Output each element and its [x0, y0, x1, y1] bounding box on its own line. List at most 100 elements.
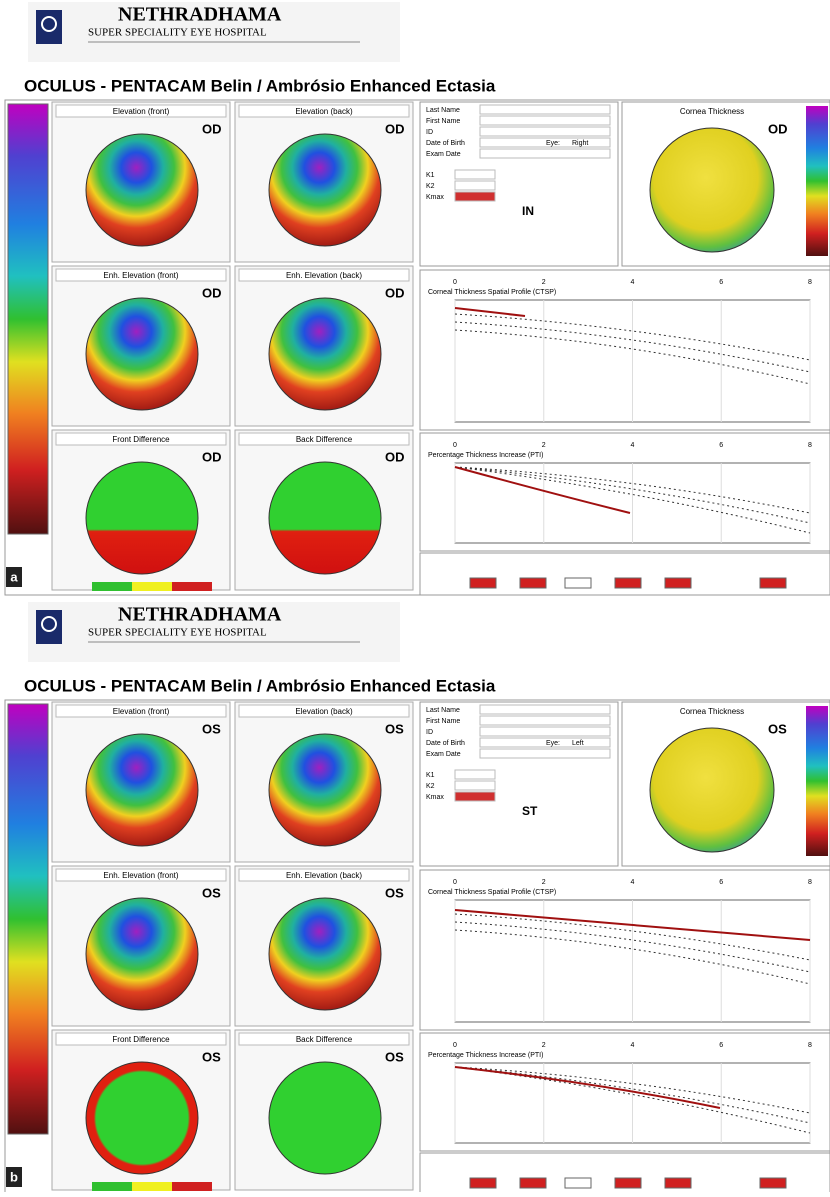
x-tick-label: 8 [808, 879, 812, 886]
screenshot: NETHRADHAMASUPER SPECIALITY EYE HOSPITAL… [0, 0, 830, 1192]
d-value [520, 578, 546, 588]
map-title: Back Difference [296, 435, 353, 444]
hospital-subtitle: SUPER SPECIALITY EYE HOSPITAL [88, 27, 267, 39]
legend-suspect [132, 582, 172, 591]
graph-card [420, 1033, 830, 1151]
hospital-name: NETHRADHAMA [118, 604, 282, 626]
map-title: Enh. Elevation (back) [286, 871, 362, 880]
map-title: Elevation (front) [113, 107, 170, 116]
eye-label: OD [768, 121, 788, 136]
hospital-name: NETHRADHAMA [118, 4, 282, 26]
field-value [480, 149, 610, 158]
x-tick-label: 6 [719, 879, 723, 886]
legend-normal [92, 582, 132, 591]
eye-label: OS [385, 721, 404, 736]
x-tick-label: 4 [631, 879, 635, 886]
field-value [480, 705, 610, 714]
x-tick-label: 6 [719, 279, 723, 286]
legend-abnormal [172, 1182, 212, 1191]
map-title: Elevation (back) [295, 707, 353, 716]
logo [36, 610, 62, 644]
k-value [455, 781, 495, 790]
eye-field-value: Left [572, 740, 584, 747]
report-title: OCULUS - PENTACAM Belin / Ambrósio Enhan… [24, 676, 496, 695]
field-label: Date of Birth [426, 140, 465, 147]
field-label: First Name [426, 718, 460, 725]
eye-label: OD [385, 449, 405, 464]
x-tick-label: 0 [453, 442, 457, 449]
legend-suspect [132, 1182, 172, 1191]
field-label: Exam Date [426, 751, 461, 758]
eye-label: OD [202, 121, 222, 136]
field-label: First Name [426, 118, 460, 125]
legend-abnormal [172, 582, 212, 591]
elevation-map [269, 898, 381, 1010]
k-label: K2 [426, 783, 435, 790]
d-value [565, 578, 591, 588]
thickness-scale [806, 706, 828, 856]
color-scale [8, 704, 48, 1134]
k-value [455, 770, 495, 779]
x-tick-label: 4 [631, 442, 635, 449]
eye-label: OS [385, 1049, 404, 1064]
graph-title: Corneal Thickness Spatial Profile (CTSP) [428, 289, 556, 296]
d-value [665, 578, 691, 588]
field-label: ID [426, 129, 433, 136]
d-value [470, 578, 496, 588]
elevation-map [86, 734, 198, 846]
x-tick-label: 2 [542, 279, 546, 286]
x-tick-label: 4 [631, 1042, 635, 1049]
field-value [480, 116, 610, 125]
field-value [480, 716, 610, 725]
d-value [760, 578, 786, 588]
x-tick-label: 2 [542, 442, 546, 449]
panel-label: b [10, 1169, 18, 1184]
elevation-map [86, 1062, 198, 1174]
x-tick-label: 8 [808, 1042, 812, 1049]
graph-card [420, 433, 830, 551]
map-title: Enh. Elevation (back) [286, 271, 362, 280]
eye-label: OS [202, 721, 221, 736]
elevation-map [86, 898, 198, 1010]
d-value [665, 1178, 691, 1188]
thickness-map [650, 128, 774, 252]
map-title: Front Difference [112, 435, 170, 444]
thickness-title: Cornea Thickness [680, 107, 744, 116]
elevation-map [269, 462, 381, 574]
eye-field-value: Right [572, 140, 588, 147]
field-value [480, 127, 610, 136]
elevation-map [86, 134, 198, 246]
k-value [455, 170, 495, 179]
d-value [760, 1178, 786, 1188]
graph-title: Percentage Thickness Increase (PTI) [428, 1052, 543, 1059]
field-label: Last Name [426, 107, 460, 114]
thickness-title: Cornea Thickness [680, 707, 744, 716]
field-value [480, 749, 610, 758]
logo [36, 10, 62, 44]
x-tick-label: 2 [542, 879, 546, 886]
x-tick-label: 0 [453, 879, 457, 886]
report-title: OCULUS - PENTACAM Belin / Ambrósio Enhan… [24, 76, 496, 95]
field-label: Exam Date [426, 151, 461, 158]
map-title: Elevation (front) [113, 707, 170, 716]
graph-title: Corneal Thickness Spatial Profile (CTSP) [428, 889, 556, 896]
legend-normal [92, 1182, 132, 1191]
map-title: Enh. Elevation (front) [103, 271, 178, 280]
d-value [615, 578, 641, 588]
x-tick-label: 2 [542, 1042, 546, 1049]
map-title: Front Difference [112, 1035, 170, 1044]
map-title: Elevation (back) [295, 107, 353, 116]
x-tick-label: 8 [808, 442, 812, 449]
eye-label: OS [385, 885, 404, 900]
elevation-map [269, 734, 381, 846]
field-value [480, 727, 610, 736]
thickness-map [650, 728, 774, 852]
elevation-map [86, 462, 198, 574]
d-value [565, 1178, 591, 1188]
k-value [455, 192, 495, 201]
eye-label: OD [202, 449, 222, 464]
color-scale [8, 104, 48, 534]
elevation-map [269, 298, 381, 410]
map-title: Back Difference [296, 1035, 353, 1044]
x-tick-label: 4 [631, 279, 635, 286]
